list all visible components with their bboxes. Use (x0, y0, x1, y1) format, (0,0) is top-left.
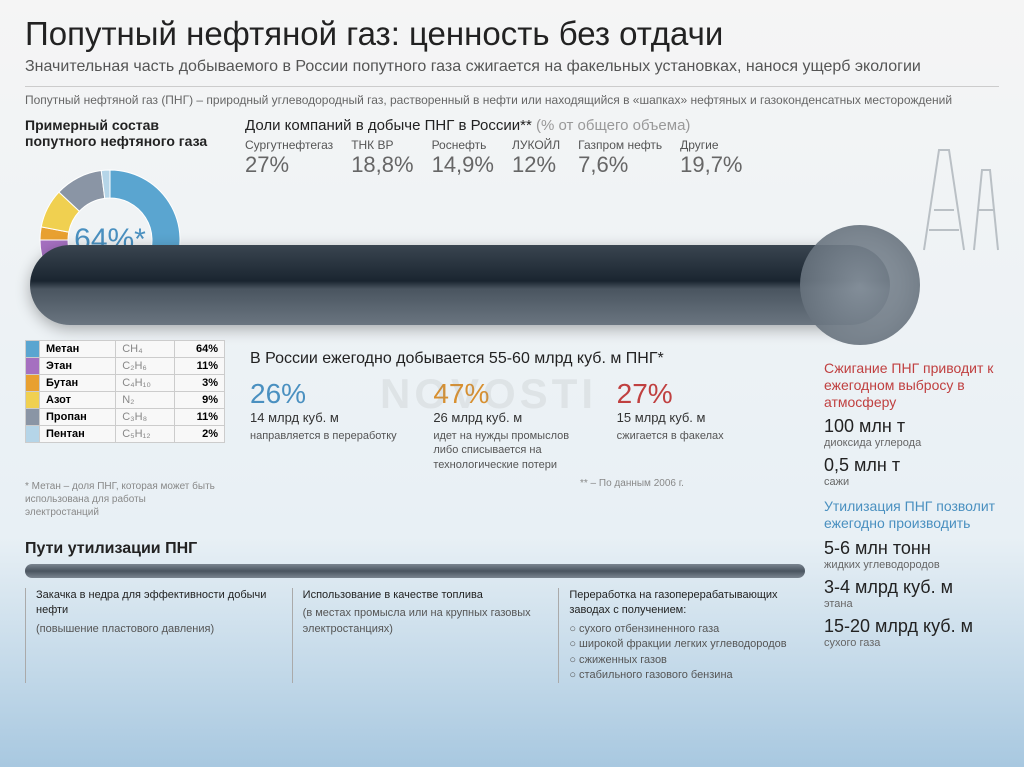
subtitle: Значительная часть добываемого в России … (25, 57, 999, 78)
definition: Попутный нефтяной газ (ПНГ) – природный … (25, 86, 999, 107)
burning-title: Сжигание ПНГ приводит к ежегодном выброс… (824, 360, 999, 410)
burn-fact: 0,5 млн тсажи (824, 455, 999, 488)
utilization-column: Закачка в недра для эффективности добычи… (25, 588, 272, 683)
page-title: Попутный нефтяной газ: ценность без отда… (25, 15, 999, 53)
composition-legend: МетанCH₄64%ЭтанC₂H₆11%БутанC₄H₁₀3%АзотN₂… (25, 340, 225, 443)
legend-row: МетанCH₄64% (26, 341, 225, 358)
methane-footnote: * Метан – доля ПНГ, которая может быть и… (25, 480, 215, 519)
utilization-pipe-graphic (25, 564, 805, 578)
util-fact: 5-6 млн тоннжидких углеводородов (824, 538, 999, 571)
annual-stats: В России ежегодно добывается 55-60 млрд … (250, 350, 770, 489)
legend-row: АзотN₂9% (26, 392, 225, 409)
stat-item: 47%26 млрд куб. мидет на нужды промыслов… (433, 378, 586, 472)
utilization-benefits-title: Утилизация ПНГ позволит ежегодно произво… (824, 498, 999, 532)
legend-row: ПропанC₃H₈11% (26, 409, 225, 426)
legend-row: ЭтанC₂H₆11% (26, 358, 225, 375)
pipeline-illustration (30, 245, 890, 325)
util-fact: 3-4 млрд куб. мэтана (824, 577, 999, 610)
company-item: Газпром нефть7,6% (578, 138, 662, 178)
composition-title: Примерный состав попутного нефтяного газ… (25, 117, 225, 149)
utilization-paths: Пути утилизации ПНГ Закачка в недра для … (25, 540, 805, 683)
company-item: ТНК ВР18,8% (351, 138, 413, 178)
sidebar-facts: Сжигание ПНГ приводит к ежегодном выброс… (824, 360, 999, 655)
legend-row: ПентанC₅H₁₂2% (26, 426, 225, 443)
utilization-column: Использование в качестве топлива(в места… (292, 588, 539, 683)
company-item: Роснефть14,9% (432, 138, 494, 178)
company-item: Сургутнефтегаз27% (245, 138, 333, 178)
utilization-column: Переработка на газоперерабатывающих заво… (558, 588, 805, 683)
company-item: Другие19,7% (680, 138, 742, 178)
util-fact: 15-20 млрд куб. мсухого газа (824, 616, 999, 649)
utilization-title: Пути утилизации ПНГ (25, 540, 805, 558)
burn-fact: 100 млн тдиоксида углерода (824, 416, 999, 449)
stat-item: 27%15 млрд куб. мсжигается в факелах (617, 378, 770, 472)
company-item: ЛУКОЙЛ12% (512, 138, 560, 178)
companies-title: Доли компаний в добыче ПНГ в России** (%… (245, 117, 999, 134)
legend-row: БутанC₄H₁₀3% (26, 375, 225, 392)
annual-title: В России ежегодно добывается 55-60 млрд … (250, 350, 770, 368)
data-source: ** – По данным 2006 г. (580, 478, 770, 489)
oil-rig-icon (904, 140, 1004, 260)
stat-item: 26%14 млрд куб. мнаправляется в перерабо… (250, 378, 403, 472)
